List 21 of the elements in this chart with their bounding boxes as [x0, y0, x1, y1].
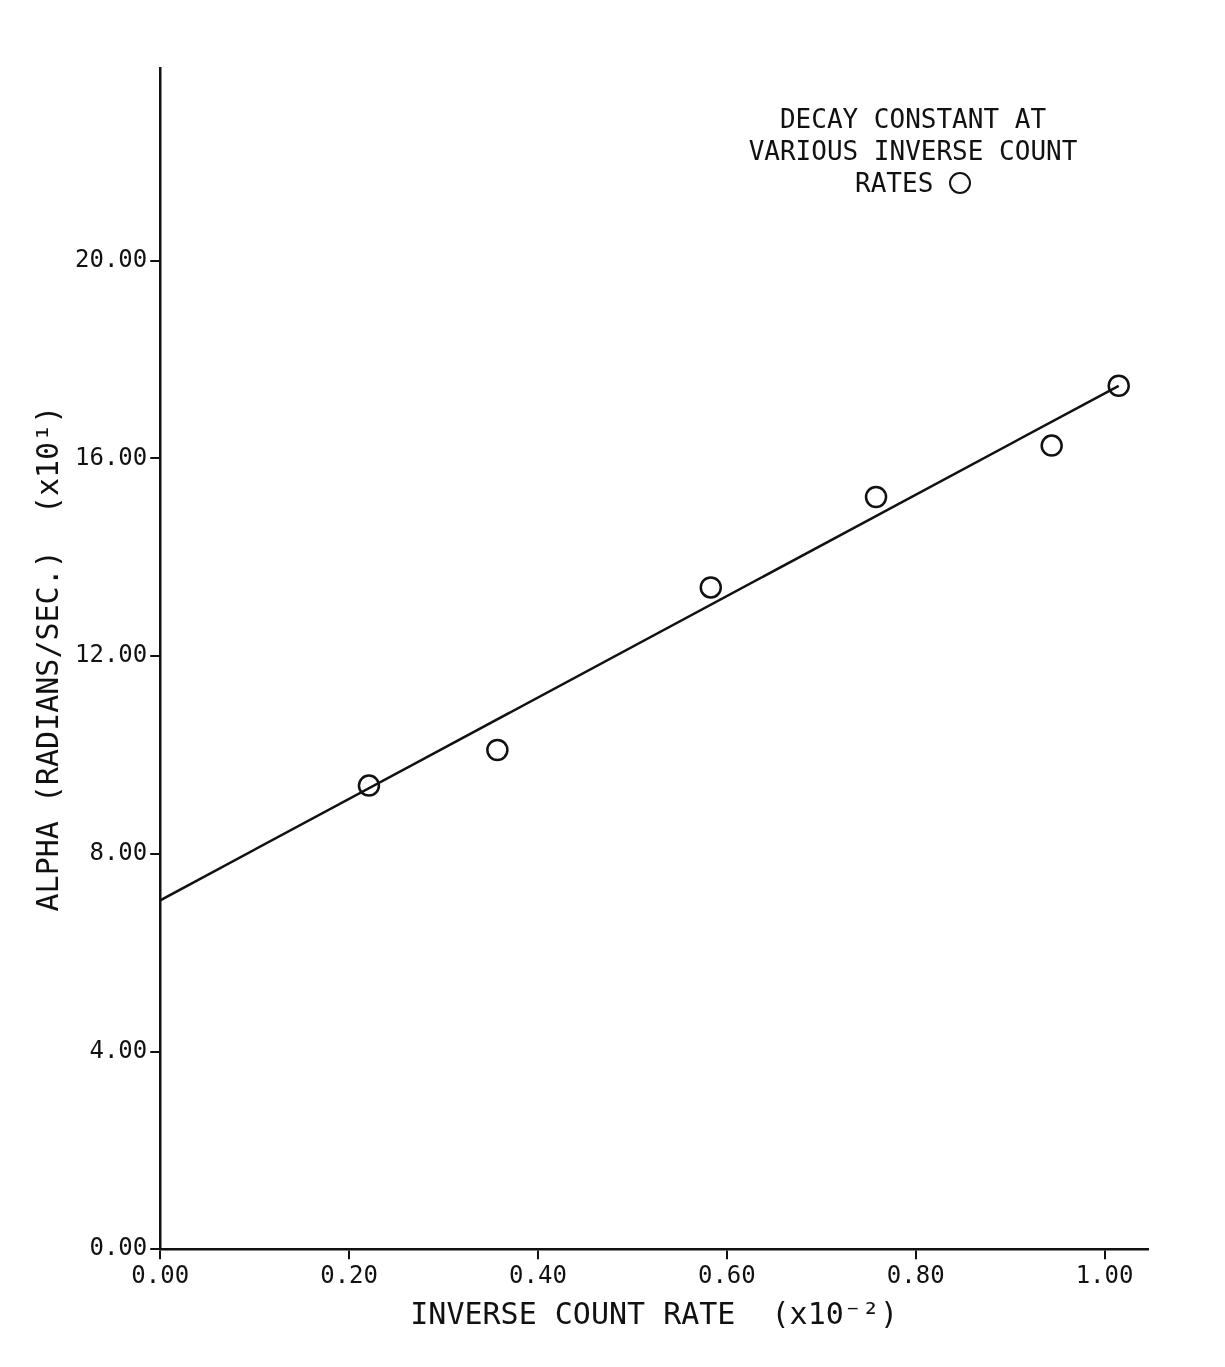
point [864, 485, 888, 509]
y-tick-label: 12.00 [75, 640, 148, 669]
point [357, 774, 381, 797]
y-tick-label: 4.00 [89, 1035, 148, 1064]
point [1107, 374, 1130, 398]
x-tick-label: 1.00 [1075, 1260, 1134, 1289]
x-tick-label: 0.80 [886, 1260, 945, 1289]
y-tick-label: 16.00 [75, 442, 148, 471]
point [486, 738, 509, 762]
y-tick-label: 0.00 [89, 1233, 148, 1262]
y-axis-title: ALPHA (RADIANS/SEC.) (x10¹) [29, 405, 65, 912]
x-tick-label: 0.00 [131, 1260, 190, 1289]
y-tick-label: 20.00 [75, 244, 148, 273]
x-tick-label: 0.40 [509, 1260, 567, 1289]
x-axis-title: INVERSE COUNT RATE (x10⁻²) [410, 1295, 898, 1331]
point [699, 576, 723, 599]
x-tick-label: 0.60 [697, 1260, 756, 1289]
y-tick-label: 8.00 [89, 838, 148, 867]
text: DECAY CONSTANT AT VARIOUS INVERSE COUNT RATES [748, 103, 1078, 199]
x-tick-label: 0.20 [320, 1260, 379, 1289]
point [1040, 434, 1063, 457]
